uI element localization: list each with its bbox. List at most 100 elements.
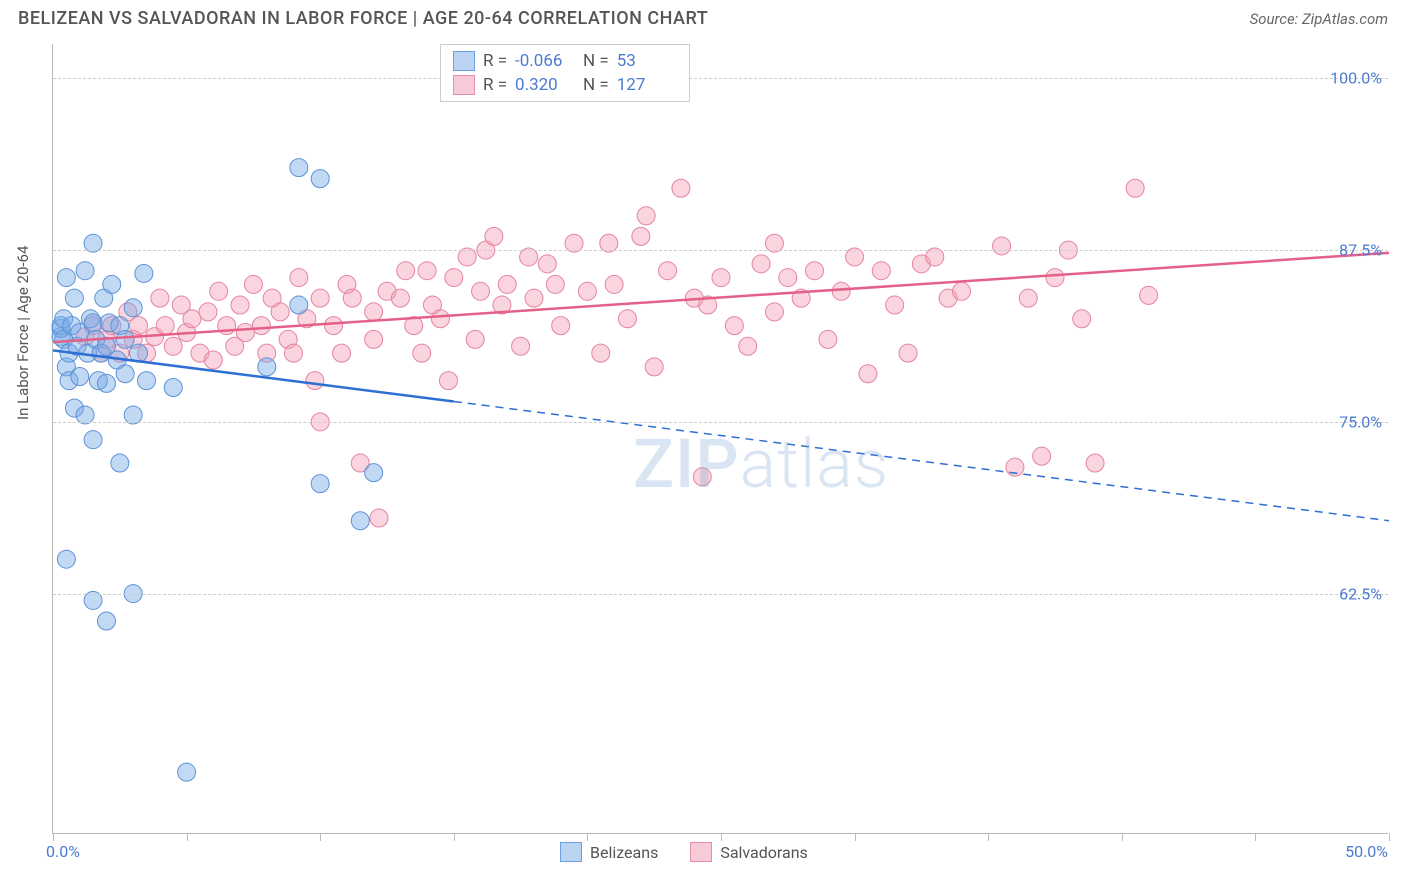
legend-correlation-row: R = -0.066 N = 53 <box>453 49 677 73</box>
data-point <box>1073 310 1091 328</box>
x-axis-tick <box>1122 833 1123 841</box>
data-point <box>290 269 308 287</box>
x-axis-tick <box>988 833 989 841</box>
data-point <box>512 337 530 355</box>
data-point <box>659 262 677 280</box>
data-point <box>151 289 169 307</box>
data-point <box>343 289 361 307</box>
data-point <box>418 262 436 280</box>
y-axis-tick-label: 75.0% <box>1339 412 1382 431</box>
data-point <box>538 255 556 273</box>
data-point <box>130 317 148 335</box>
data-point <box>445 269 463 287</box>
data-point <box>859 365 877 383</box>
x-axis-label-max: 50.0% <box>1345 842 1388 861</box>
legend-r-value: -0.066 <box>515 51 575 71</box>
data-point <box>472 282 490 300</box>
data-point <box>1086 454 1104 472</box>
data-point <box>485 227 503 245</box>
data-point <box>156 317 174 335</box>
data-point <box>84 314 102 332</box>
data-point <box>592 344 610 362</box>
trend-line <box>454 401 1389 520</box>
data-point <box>370 509 388 527</box>
data-point <box>645 358 663 376</box>
gridline <box>53 78 1388 79</box>
data-point <box>397 262 415 280</box>
legend-n-value: 53 <box>617 51 677 71</box>
data-point <box>525 289 543 307</box>
data-point <box>1140 286 1158 304</box>
legend-series: BelizeansSalvadorans <box>560 842 808 862</box>
data-point <box>1019 289 1037 307</box>
data-point <box>832 282 850 300</box>
x-axis-tick <box>1389 833 1390 841</box>
data-point <box>65 289 83 307</box>
data-point <box>183 310 201 328</box>
data-point <box>752 255 770 273</box>
data-point <box>546 275 564 293</box>
legend-r-value: 0.320 <box>515 75 575 95</box>
data-point <box>498 275 516 293</box>
data-point <box>271 303 289 321</box>
data-point <box>111 454 129 472</box>
data-point <box>284 344 302 362</box>
legend-n-label: N = <box>583 75 609 95</box>
y-axis-tick-label: 87.5% <box>1339 241 1382 260</box>
data-point <box>819 330 837 348</box>
data-point <box>76 262 94 280</box>
data-point <box>439 372 457 390</box>
legend-series-item: Salvadorans <box>690 842 807 862</box>
data-point <box>57 269 75 287</box>
x-axis-tick <box>721 833 722 841</box>
data-point <box>97 612 115 630</box>
legend-correlation: R =-0.066N =53R =0.320N =127 <box>440 44 690 102</box>
data-point <box>365 303 383 321</box>
gridline <box>53 422 1388 423</box>
legend-swatch <box>453 75 475 95</box>
data-point <box>952 282 970 300</box>
data-point <box>97 374 115 392</box>
data-point <box>1033 447 1051 465</box>
data-point <box>178 763 196 781</box>
data-point <box>365 330 383 348</box>
data-point <box>578 282 596 300</box>
data-point <box>672 179 690 197</box>
data-point <box>311 289 329 307</box>
data-point <box>351 512 369 530</box>
data-point <box>806 262 824 280</box>
x-axis-tick <box>454 833 455 841</box>
legend-correlation-row: R =0.320N =127 <box>453 73 677 97</box>
data-point <box>712 269 730 287</box>
data-point <box>391 289 409 307</box>
data-point <box>124 299 142 317</box>
data-point <box>899 344 917 362</box>
legend-r-label: R = <box>483 51 507 71</box>
chart-title: BELIZEAN VS SALVADORAN IN LABOR FORCE | … <box>18 8 708 29</box>
data-point <box>236 324 254 342</box>
data-point <box>1126 179 1144 197</box>
data-point <box>210 282 228 300</box>
x-axis-tick <box>1255 833 1256 841</box>
gridline <box>53 250 1388 251</box>
y-axis-tick-label: 62.5% <box>1339 584 1382 603</box>
data-point <box>765 303 783 321</box>
data-point <box>325 317 343 335</box>
data-point <box>725 317 743 335</box>
gridline <box>53 594 1388 595</box>
legend-swatch <box>453 51 475 71</box>
data-point <box>252 317 270 335</box>
data-point <box>872 262 890 280</box>
data-point <box>244 275 262 293</box>
data-point <box>231 296 249 314</box>
data-point <box>632 227 650 245</box>
legend-series-label: Salvadorans <box>720 843 807 862</box>
legend-n-label: N = <box>583 51 609 71</box>
data-point <box>204 351 222 369</box>
data-point <box>135 264 153 282</box>
trend-line <box>53 253 1389 342</box>
data-point <box>552 317 570 335</box>
data-point <box>306 372 324 390</box>
x-axis-tick <box>855 833 856 841</box>
data-point <box>258 358 276 376</box>
